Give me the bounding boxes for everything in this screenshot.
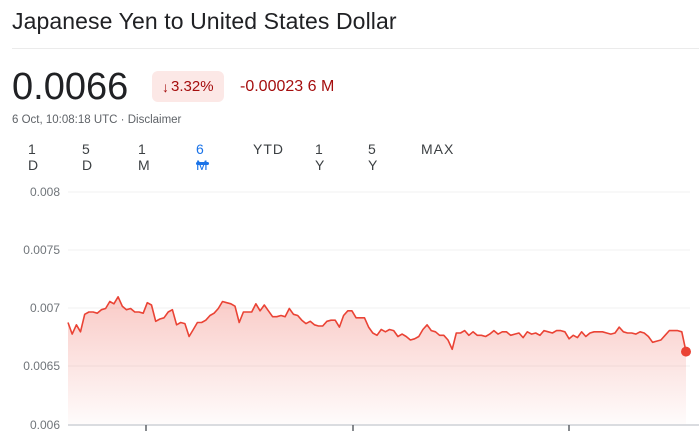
page-title: Japanese Yen to United States Dollar [12, 8, 397, 34]
change-percent: 3.32% [171, 78, 214, 95]
tab-5y[interactable]: 5 Y [368, 141, 379, 173]
y-tick-label: 0.008 [29, 185, 60, 199]
chart-line [67, 295, 687, 352]
chart-area-fill [68, 296, 686, 424]
tab-max[interactable]: MAX [421, 141, 455, 157]
header-divider [12, 48, 699, 49]
timestamp: 6 Oct, 10:08:18 UTC [12, 114, 118, 126]
y-tick-label: 0.007 [29, 301, 60, 315]
tab-1m[interactable]: 1 M [138, 141, 151, 173]
y-tick-label: 0.0075 [23, 243, 60, 257]
tab-6m[interactable]: 6 M [196, 141, 209, 173]
change-absolute: -0.00023 6 M [240, 78, 335, 95]
current-price: 0.0066 [12, 66, 129, 108]
tab-ytd[interactable]: YTD [253, 141, 284, 157]
change-percent-badge: ↓ 3.32% [152, 71, 224, 102]
tab-5d[interactable]: 5 D [82, 141, 94, 173]
tab-1d[interactable]: 1 D [28, 141, 40, 173]
tab-1y[interactable]: 1 Y [315, 141, 326, 173]
quote-meta: 6 Oct, 10:08:18 UTC · Disclaimer [12, 114, 181, 126]
y-tick-label: 0.0065 [23, 359, 60, 373]
separator: · [117, 114, 128, 126]
y-tick-label: 0.006 [29, 418, 60, 432]
last-point-marker [681, 346, 691, 357]
disclaimer-link[interactable]: Disclaimer [127, 114, 182, 126]
arrow-down-icon: ↓ [162, 78, 169, 95]
